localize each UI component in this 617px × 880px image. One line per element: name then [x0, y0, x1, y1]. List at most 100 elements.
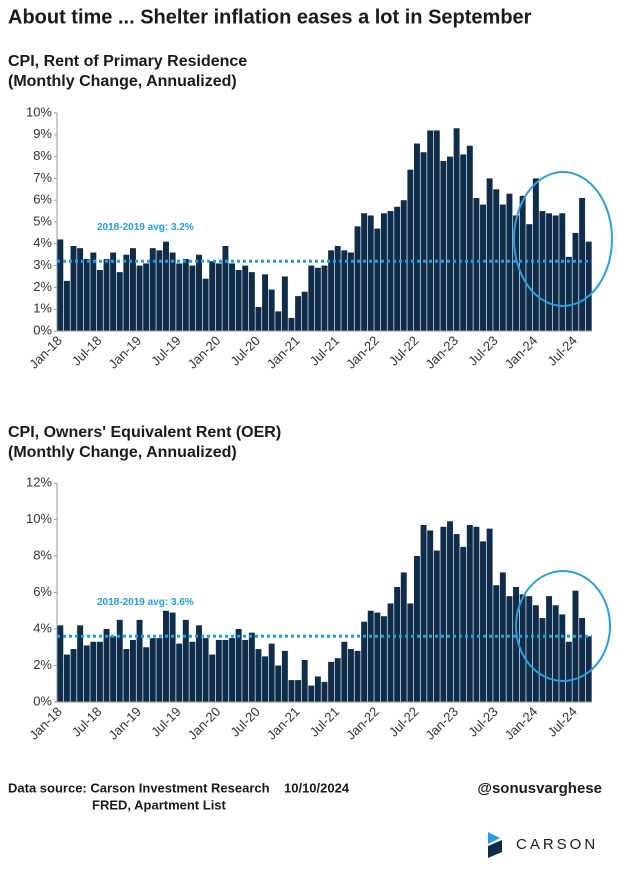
bar [559, 213, 566, 331]
chart-title: CPI, Owners' Equivalent Rent (OER) [8, 424, 281, 441]
bar [189, 265, 196, 331]
x-tick-label: Jul-22 [386, 333, 422, 369]
bar [473, 526, 480, 702]
bar [361, 213, 368, 331]
bar [209, 261, 216, 331]
x-tick-label: Jul-22 [386, 704, 422, 740]
bar [387, 603, 394, 702]
logo-shape [488, 832, 500, 844]
bar [116, 272, 123, 331]
bar [255, 307, 262, 331]
bar [196, 254, 202, 331]
bar [288, 317, 295, 331]
bar [407, 169, 414, 331]
footer-handle: @sonusvarghese [477, 780, 602, 797]
footer-source: FRED, Apartment List [92, 797, 227, 812]
x-tick-label: Jan-21 [264, 333, 303, 372]
bar [163, 610, 169, 702]
x-tick-label: Jul-24 [544, 333, 580, 369]
bar [440, 526, 447, 702]
bar [334, 245, 341, 331]
bar [460, 546, 467, 702]
bar [585, 241, 592, 331]
bar [116, 619, 123, 702]
bar [176, 263, 183, 331]
chart-title: CPI, Rent of Primary Residence [8, 53, 247, 70]
bar [466, 524, 473, 702]
x-tick-label: Jul-23 [465, 704, 501, 740]
bar [440, 160, 447, 331]
bar [77, 625, 84, 702]
footer-source: Data source: Carson Investment Research [8, 780, 270, 795]
x-tick-label: Jan-21 [264, 704, 303, 743]
bar [169, 612, 176, 702]
bar [559, 614, 566, 702]
bar [407, 603, 414, 702]
bar [136, 265, 143, 331]
y-tick-label: 0% [33, 322, 52, 337]
bar [123, 649, 130, 702]
x-tick-label: Jan-20 [185, 704, 224, 743]
x-tick-label: Jan-22 [343, 704, 382, 743]
bar [156, 638, 163, 702]
bar [413, 143, 420, 331]
bar [334, 658, 341, 702]
y-tick-label: 6% [33, 192, 52, 207]
bar [63, 654, 70, 702]
bar [136, 619, 143, 702]
bar [585, 636, 592, 702]
reference-label: 2018-2019 avg: 3.2% [97, 222, 194, 233]
bar [341, 641, 348, 702]
bar [129, 248, 136, 331]
bar [281, 650, 288, 702]
y-tick-label: 9% [33, 126, 52, 141]
bar [453, 128, 460, 331]
reference-label: 2018-2019 avg: 3.6% [97, 597, 194, 608]
bar [83, 259, 90, 331]
bar [427, 130, 434, 331]
bar [281, 276, 288, 331]
bar [70, 245, 77, 331]
y-tick-label: 8% [33, 148, 52, 163]
y-tick-label: 8% [33, 547, 52, 562]
bar [70, 649, 77, 702]
bar [526, 224, 533, 331]
y-tick-label: 7% [33, 170, 52, 185]
bar [176, 643, 183, 702]
y-tick-label: 2% [33, 279, 52, 294]
bar [552, 215, 559, 331]
bar [314, 676, 321, 702]
bar [209, 654, 216, 702]
bar [380, 213, 387, 331]
bar [268, 289, 275, 331]
y-tick-label: 12% [26, 474, 52, 489]
y-tick-label: 10% [26, 511, 52, 526]
x-tick-label: Jan-22 [343, 333, 382, 372]
bar [295, 296, 302, 331]
bar [341, 250, 348, 331]
bar [579, 618, 586, 702]
y-tick-label: 3% [33, 257, 52, 272]
bar [196, 625, 202, 702]
bar [539, 211, 546, 331]
bar [427, 530, 434, 702]
x-tick-label: Jul-21 [307, 333, 343, 369]
bar [275, 665, 282, 702]
bar [248, 632, 255, 702]
bar [532, 178, 539, 331]
bar [242, 265, 249, 331]
bar [103, 629, 110, 702]
bar [90, 641, 97, 702]
x-tick-label: Jul-19 [148, 704, 184, 740]
bar [275, 311, 282, 331]
bar [519, 594, 526, 702]
bar [149, 248, 156, 331]
bar [394, 587, 401, 702]
page-title: About time ... Shelter inflation eases a… [8, 6, 532, 28]
bar [480, 204, 486, 331]
bar [110, 252, 117, 331]
bar [314, 267, 321, 331]
bar [506, 596, 513, 702]
bar [235, 629, 242, 702]
bar [347, 252, 354, 331]
